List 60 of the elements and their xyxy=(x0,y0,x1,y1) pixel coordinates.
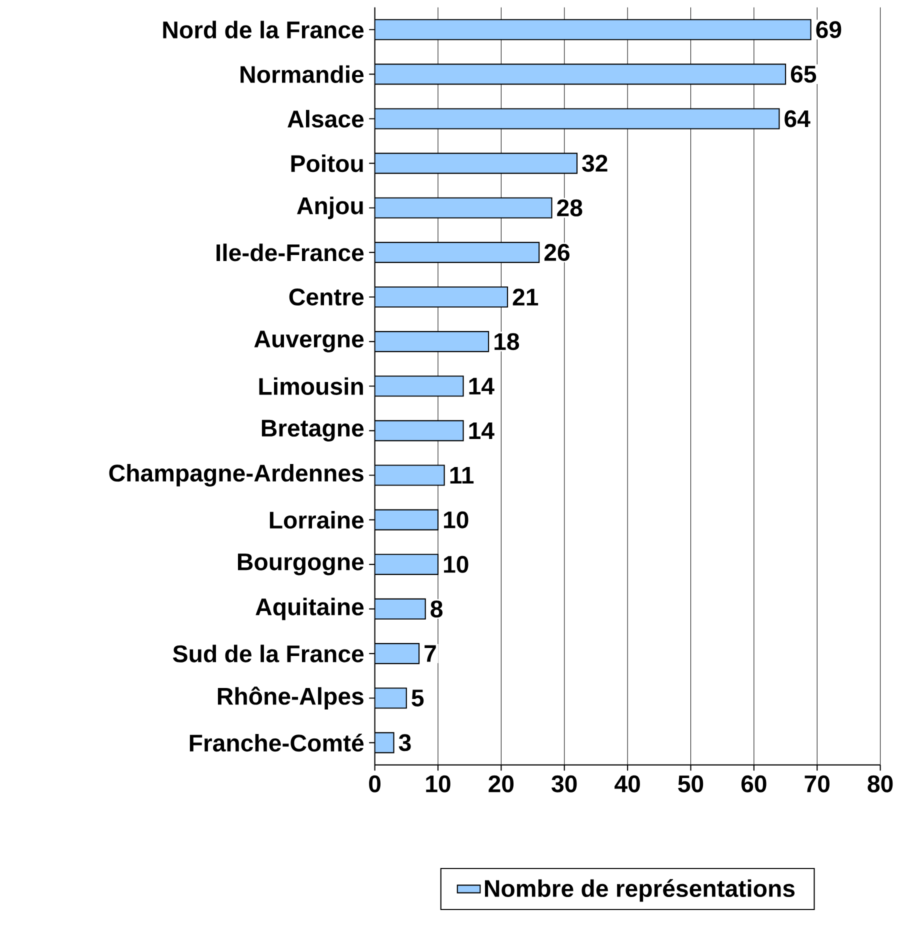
data-label: 69 xyxy=(816,21,842,38)
y-tick-label: Auvergne xyxy=(254,330,364,352)
x-tick-label: 30 xyxy=(551,775,577,792)
y-tick-label: Poitou xyxy=(291,154,363,172)
y-tick-label: Bourgogne xyxy=(238,554,364,576)
bar xyxy=(374,197,552,218)
y-tick-label: Sud de la France xyxy=(172,644,364,662)
data-label: 65 xyxy=(790,66,816,83)
data-label: 32 xyxy=(582,154,608,172)
x-tick-label: 60 xyxy=(741,775,766,792)
y-tick-label: Ile-de-France xyxy=(216,244,364,262)
data-label: 5 xyxy=(412,690,424,706)
y-tick-label: Lorraine xyxy=(270,511,364,529)
bar xyxy=(374,554,438,575)
y-tick-label: Limousin xyxy=(259,377,363,395)
y-tick-label: Centre xyxy=(289,288,364,306)
x-tick-label: 0 xyxy=(368,775,380,792)
x-tick-label: 10 xyxy=(426,775,450,792)
data-label: 21 xyxy=(512,288,538,306)
bar xyxy=(374,108,780,130)
x-tick-label: 40 xyxy=(614,775,640,792)
bar xyxy=(374,19,812,40)
data-label: 11 xyxy=(450,467,474,484)
data-label: 14 xyxy=(469,378,494,394)
y-tick-label: Aquitaine xyxy=(255,598,364,620)
bar xyxy=(374,509,438,530)
x-tick-label: 80 xyxy=(868,775,893,792)
bar xyxy=(374,64,786,85)
data-label: 7 xyxy=(424,645,436,662)
bar xyxy=(374,420,464,442)
x-tick-label: 70 xyxy=(804,775,830,792)
x-tick-label: 20 xyxy=(488,775,514,792)
bar xyxy=(374,464,445,486)
data-label: 8 xyxy=(430,600,442,618)
y-tick-label: Normandie xyxy=(240,65,364,83)
y-tick-label: Franche-Comté xyxy=(190,734,364,752)
y-tick-label: Bretagne xyxy=(262,420,364,442)
bar xyxy=(374,598,426,620)
bar xyxy=(374,152,578,174)
data-label: 18 xyxy=(494,333,519,350)
x-tick-label: 50 xyxy=(678,775,703,792)
y-tick-label: Anjou xyxy=(296,196,363,220)
data-label: 10 xyxy=(444,556,468,573)
y-tick-label: Champagne-Ardennes xyxy=(109,464,364,487)
bar xyxy=(374,286,508,308)
y-tick-label: Nord de la France xyxy=(163,20,364,38)
data-label: 10 xyxy=(444,511,468,528)
data-label: 3 xyxy=(398,734,411,752)
y-tick-label: Alsace xyxy=(287,110,364,128)
bar xyxy=(374,688,407,709)
bar xyxy=(374,242,540,263)
data-label: 64 xyxy=(784,110,810,128)
bar xyxy=(374,643,420,664)
bar xyxy=(374,376,464,397)
data-label: 28 xyxy=(556,199,582,216)
data-label: 26 xyxy=(544,244,570,261)
y-tick-label: Rhône-Alpes xyxy=(218,686,364,710)
bar xyxy=(374,331,489,352)
legend-label: Nombre de représentations xyxy=(484,879,794,902)
data-label: 14 xyxy=(469,422,494,439)
